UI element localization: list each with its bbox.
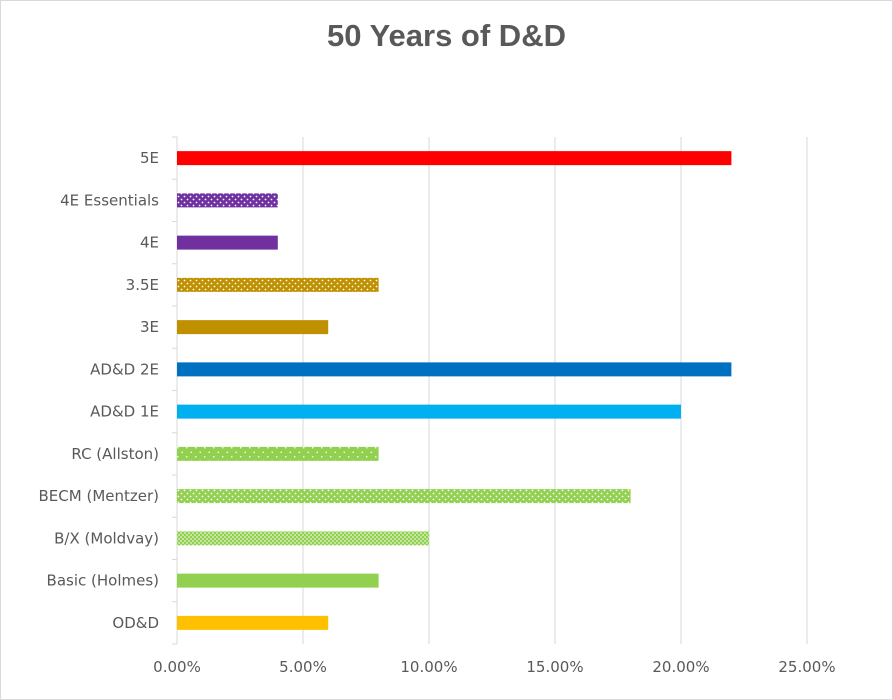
chart-title: 50 Years of D&D [327, 18, 566, 53]
x-tick-label: 25.00% [778, 658, 835, 676]
category-label: RC (Allston) [71, 445, 159, 463]
category-label: Basic (Holmes) [47, 572, 159, 590]
x-tick-label: 5.00% [279, 658, 327, 676]
category-label: OD&D [112, 614, 159, 632]
bar [177, 193, 278, 208]
bar [177, 277, 379, 292]
bar [177, 151, 732, 166]
category-label: AD&D 2E [90, 360, 159, 378]
category-label: B/X (Moldvay) [54, 529, 159, 547]
gridlines [302, 137, 808, 644]
category-label: AD&D 1E [90, 403, 159, 421]
bar [177, 404, 681, 419]
x-tick-label: 0.00% [153, 658, 201, 676]
bars [177, 151, 732, 630]
x-tick-label: 10.00% [400, 658, 457, 676]
category-label: 3.5E [126, 276, 159, 294]
bar [177, 235, 278, 250]
bar [177, 320, 329, 335]
x-tick-label: 15.00% [526, 658, 583, 676]
category-label: 3E [140, 318, 159, 336]
category-label: 4E [140, 234, 159, 252]
bar [177, 489, 631, 504]
bar [177, 573, 379, 588]
category-axis [172, 136, 178, 645]
bar [177, 362, 732, 377]
bar [177, 531, 429, 546]
tick-labels: 0.00% 5.00% 10.00% 15.00% 20.00% 25.00% [153, 658, 835, 676]
category-label: BECM (Mentzer) [39, 487, 159, 505]
category-label: 5E [140, 149, 159, 167]
category-label: 4E Essentials [60, 191, 159, 209]
category-labels: 5E 4E Essentials 4E 3.5E 3E AD&D 2E AD&D 1E RC … [39, 149, 160, 632]
bar [177, 615, 329, 630]
bar [177, 446, 379, 461]
x-tick-label: 20.00% [652, 658, 709, 676]
